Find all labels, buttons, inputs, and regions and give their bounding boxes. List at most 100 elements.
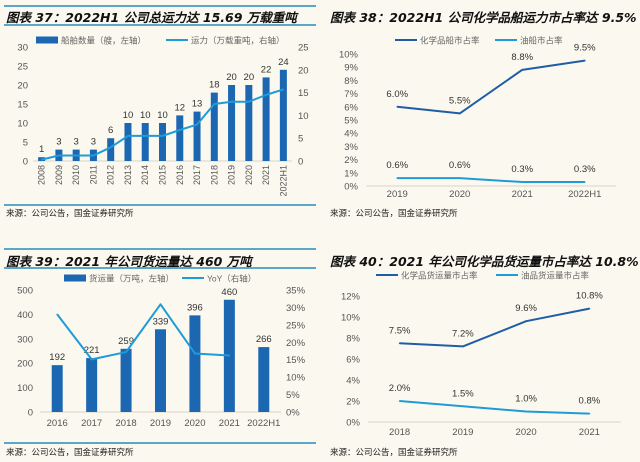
bar-data-label: 20 <box>226 72 237 83</box>
line-data-label: 0.6% <box>449 160 471 171</box>
line-point <box>159 303 162 306</box>
line-point <box>40 158 43 161</box>
x-tick-label: 2019 <box>452 427 473 438</box>
bar-data-label: 3 <box>56 137 61 148</box>
bar <box>279 69 287 161</box>
line-data-label: 0.3% <box>574 164 596 175</box>
line-point <box>58 154 60 157</box>
line-data-label: 9.6% <box>515 303 537 314</box>
bar <box>159 123 166 161</box>
y-tick-label-left: 5 <box>23 138 28 149</box>
line-point <box>398 342 401 345</box>
bar-data-label: 396 <box>187 302 203 313</box>
bar <box>51 365 63 412</box>
x-tick-label: 2010 <box>71 165 81 185</box>
line-point <box>521 69 524 71</box>
bar <box>228 85 236 161</box>
y-tick-label-left: 200 <box>17 359 33 370</box>
x-tick-label: 2021 <box>579 427 600 438</box>
line-point <box>458 112 461 115</box>
bar-data-label: 22 <box>261 64 272 75</box>
series-line <box>397 59 585 115</box>
x-tick-label: 2021 <box>512 189 533 200</box>
y-tick-label-right: 5% <box>286 390 300 401</box>
line-data-label: 7.5% <box>389 325 411 336</box>
chart-39-source: 来源：公司公告，国金证券研究所 <box>6 448 134 458</box>
legend-label: YoY（右轴） <box>207 274 256 284</box>
legend-label: 船舶数量（艘，左轴） <box>61 36 146 46</box>
title-rule-bottom <box>4 24 316 26</box>
line-data-label: 2.0% <box>389 383 411 394</box>
bar <box>120 348 132 412</box>
source-rule <box>4 442 316 444</box>
x-tick-label: 2020 <box>244 165 254 185</box>
line-data-label: 0.3% <box>511 164 533 175</box>
line-data-label: 6.0% <box>386 89 408 100</box>
line-point <box>583 181 586 183</box>
bar-data-label: 24 <box>278 57 289 68</box>
y-tick-label-left: 8% <box>344 76 358 87</box>
bar-data-label: 6 <box>108 125 113 136</box>
x-tick-label: 2021 <box>261 165 271 185</box>
line-point <box>525 410 527 413</box>
line-point <box>228 354 231 357</box>
x-tick-label: 2018 <box>116 418 137 429</box>
bar <box>86 358 98 412</box>
series-line <box>56 303 230 361</box>
line-data-label: 5.5% <box>449 95 471 106</box>
x-tick-label: 2019 <box>387 189 408 200</box>
legend-swatch-bar <box>36 36 58 44</box>
y-tick-label-right: 30% <box>286 303 306 314</box>
x-tick-label: 2014 <box>140 165 150 185</box>
y-tick-label-left: 1% <box>344 168 358 179</box>
y-tick-label-left: 5% <box>344 116 358 127</box>
y-tick-label-right: 10 <box>298 111 309 122</box>
line-point <box>125 351 127 353</box>
line-point <box>396 106 399 108</box>
line-point <box>75 154 77 157</box>
bar-data-label: 12 <box>174 102 185 113</box>
y-tick-label-right: 15% <box>286 355 306 366</box>
line-data-label: 0.6% <box>386 160 408 171</box>
x-tick-label: 2009 <box>54 165 64 185</box>
title-rule-top <box>4 248 316 250</box>
y-tick-label-left: 10% <box>341 313 361 324</box>
chart-40-title: 图表 40：2021 年公司化学品货运量市占率达 10.8% <box>330 254 639 269</box>
bar-data-label: 221 <box>84 345 100 356</box>
x-tick-label: 2016 <box>47 418 68 429</box>
chart-39-title: 图表 39：2021 年公司货运量达 460 万吨 <box>6 254 252 269</box>
y-tick-label-left: 8% <box>346 334 360 345</box>
legend-label: 货运量（万吨，左轴） <box>89 274 174 284</box>
x-tick-label: 2017 <box>192 165 202 185</box>
x-tick-label: 2022H1 <box>568 189 601 200</box>
line-point <box>458 177 461 179</box>
x-tick-label: 2015 <box>158 165 168 185</box>
bar-data-label: 192 <box>49 352 65 363</box>
y-tick-label-left: 300 <box>17 334 33 345</box>
x-tick-label: 2019 <box>150 418 171 429</box>
chart-37-title: 图表 37：2022H1 公司总运力达 15.69 万载重吨 <box>6 10 297 25</box>
line-data-label: 10.8% <box>576 291 603 302</box>
line-data-label: 7.2% <box>452 328 474 339</box>
series-line <box>399 400 590 415</box>
chart-38-title: 图表 38：2022H1 公司化学品船运力市占率达 9.5% <box>330 10 637 25</box>
bar-data-label: 266 <box>256 334 272 345</box>
y-tick-label-right: 5 <box>298 134 303 145</box>
line-data-label: 8.8% <box>511 52 533 63</box>
x-tick-label: 2016 <box>175 165 185 185</box>
line-point <box>127 135 129 137</box>
y-tick-label-left: 6% <box>344 102 358 113</box>
bar <box>107 138 115 161</box>
bar-data-label: 3 <box>74 137 79 148</box>
chart-37-source: 来源：公司公告，国金证券研究所 <box>6 209 134 219</box>
y-tick-label-left: 500 <box>17 286 33 297</box>
y-tick-label-left: 10 <box>17 119 28 130</box>
bar <box>262 77 270 161</box>
line-data-label: 1.0% <box>515 394 537 405</box>
y-tick-label-right: 35% <box>286 286 306 297</box>
y-tick-label-right: 25% <box>286 320 306 331</box>
series-line <box>399 307 590 348</box>
y-tick-label-left: 9% <box>344 63 358 74</box>
source-rule <box>4 204 316 206</box>
bar-data-label: 10 <box>123 110 134 121</box>
